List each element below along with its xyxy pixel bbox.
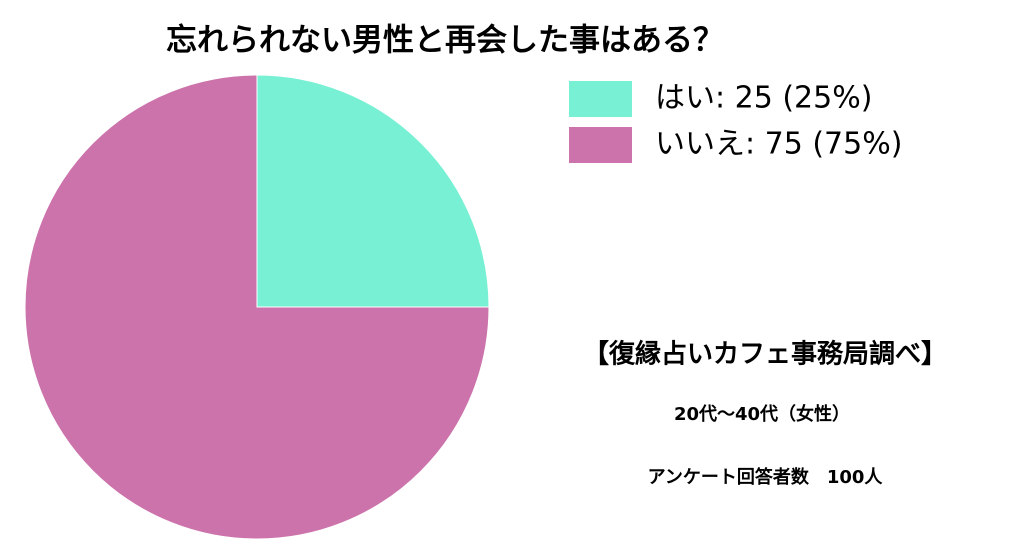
pie-slice	[24, 74, 490, 540]
legend-swatch	[569, 81, 632, 117]
legend-label: はい: 25 (25%)	[655, 81, 872, 116]
chart-title: 忘れられない男性と再会した事はある？	[166, 23, 724, 59]
sample-note: アンケート回答者数 100人	[648, 466, 884, 488]
legend-swatch	[569, 127, 632, 163]
legend-label: いいえ: 75 (75%)	[655, 127, 902, 162]
source-note: 【復縁占いカフェ事務局調べ】	[583, 339, 947, 370]
respondent-note: 20代〜40代（女性）	[674, 403, 850, 425]
pie-slice	[256, 74, 490, 308]
